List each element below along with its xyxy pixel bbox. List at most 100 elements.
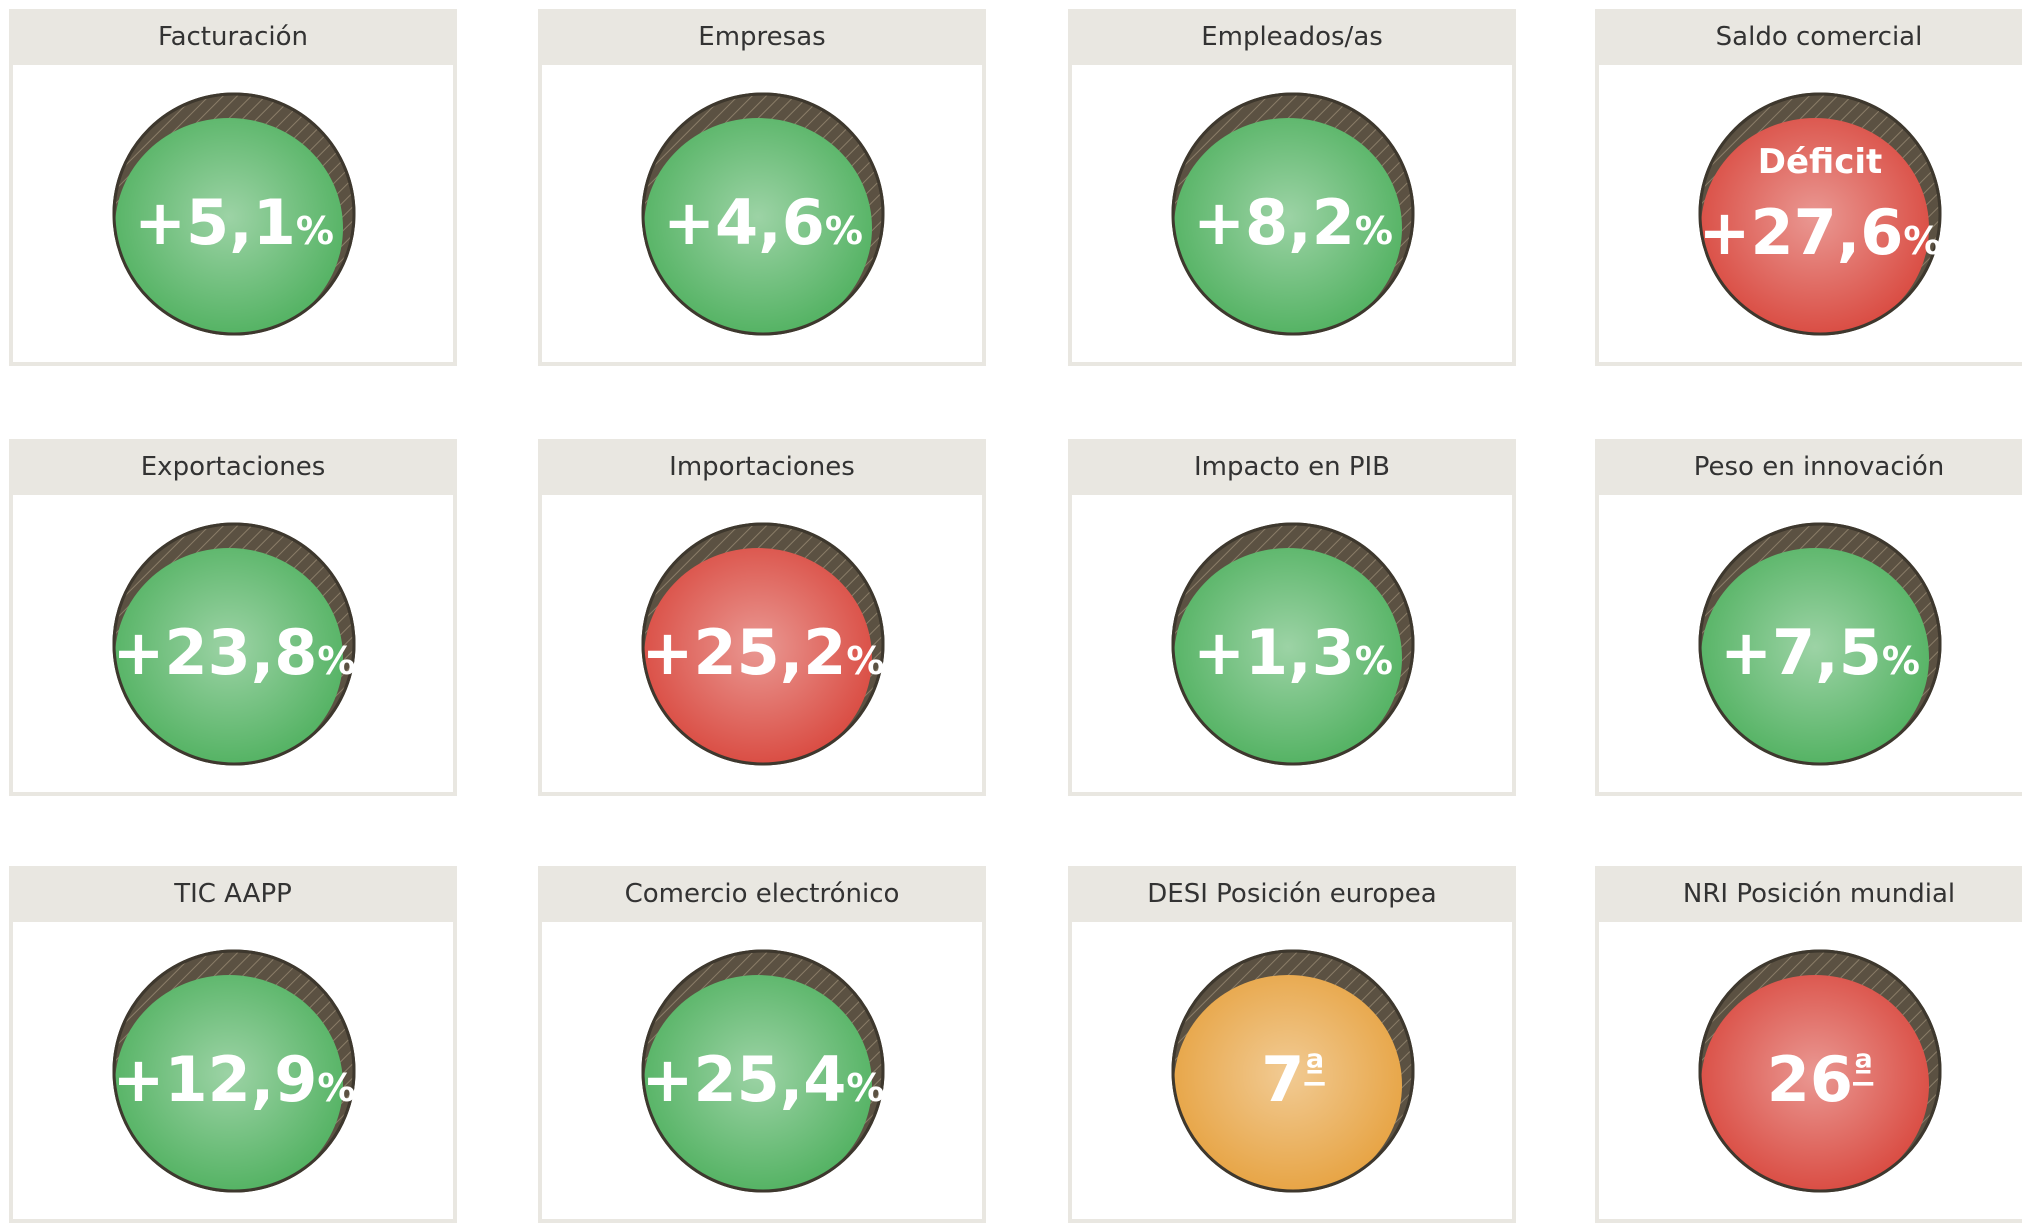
unit: % (1355, 639, 1393, 683)
sphere-shine (1174, 975, 1402, 1191)
ordinal: ª (1853, 1048, 1873, 1089)
value-text: +27,6% (1699, 196, 1942, 269)
sphere-shine (1174, 118, 1402, 334)
value: +12,9 (113, 1043, 318, 1116)
sphere (1174, 975, 1402, 1191)
indicator: +4,6% (641, 92, 885, 336)
sphere-shine (1701, 118, 1929, 334)
sphere-shine (115, 118, 343, 334)
indicator: +5,1% (112, 92, 356, 336)
sphere (644, 975, 872, 1191)
sphere-shine (1701, 548, 1929, 764)
unit: % (1903, 219, 1941, 263)
value-text: 26ª (1767, 1043, 1874, 1116)
rim (1171, 522, 1415, 766)
value: +1,3 (1193, 616, 1355, 689)
card-title: Impacto en PIB (1068, 439, 1516, 495)
value: +23,8 (113, 616, 318, 689)
card-title: Facturación (9, 9, 457, 65)
sphere (1701, 118, 1929, 334)
unit: % (317, 1066, 355, 1110)
indicator: +1,3% (1171, 522, 1415, 766)
card-title: TIC AAPP (9, 866, 457, 922)
value: 26 (1767, 1043, 1853, 1116)
kpi-card: Importaciones +25,2% (538, 439, 986, 796)
sphere-shine (1701, 975, 1929, 1191)
sphere-shine (115, 548, 343, 764)
unit: % (846, 639, 884, 683)
card-title: DESI Posición europea (1068, 866, 1516, 922)
sphere (115, 548, 343, 764)
sphere-shine (115, 975, 343, 1191)
rim (1171, 949, 1415, 1193)
kpi-card: Peso en innovación +7,5% (1595, 439, 2022, 796)
ordinal: ª (1304, 1048, 1324, 1089)
sphere (1174, 118, 1402, 334)
indicator: 26ª (1698, 949, 1942, 1193)
value-text: +1,3% (1193, 616, 1393, 689)
indicator: +23,8% (112, 522, 356, 766)
sphere-shine (1174, 548, 1402, 764)
value: +7,5 (1720, 616, 1882, 689)
rim (112, 949, 356, 1193)
kpi-card: NRI Posición mundial 26ª (1595, 866, 2022, 1223)
unit: % (825, 209, 863, 253)
value: +4,6 (663, 186, 825, 259)
value: +8,2 (1193, 186, 1355, 259)
card-title: Importaciones (538, 439, 986, 495)
value: +27,6 (1699, 196, 1904, 269)
sphere-shine (644, 548, 872, 764)
indicator: +25,4% (641, 949, 885, 1193)
rim (641, 949, 885, 1193)
value-text: +4,6% (663, 186, 863, 259)
value: 7 (1261, 1043, 1304, 1116)
sphere-shine (644, 975, 872, 1191)
unit: % (317, 639, 355, 683)
card-title: Empresas (538, 9, 986, 65)
kpi-card: Impacto en PIB +1,3% (1068, 439, 1516, 796)
indicator: +12,9% (112, 949, 356, 1193)
kpi-card: Saldo comercial Déficit +27,6% (1595, 9, 2022, 366)
kpi-card: Exportaciones +23,8% (9, 439, 457, 796)
kpi-card: Empleados/as +8,2% (1068, 9, 1516, 366)
sphere (1701, 548, 1929, 764)
value-text: +12,9% (113, 1043, 356, 1116)
indicator: Déficit +27,6% (1698, 92, 1942, 336)
value: +25,4 (642, 1043, 847, 1116)
sphere (115, 118, 343, 334)
value: +25,2 (642, 616, 847, 689)
indicator: 7ª (1171, 949, 1415, 1193)
value: +5,1 (134, 186, 296, 259)
kpi-card: TIC AAPP +12,9% (9, 866, 457, 1223)
unit: % (1882, 639, 1920, 683)
value-text: +7,5% (1720, 616, 1920, 689)
value-text: +5,1% (134, 186, 334, 259)
sphere (1701, 975, 1929, 1191)
rim (641, 92, 885, 336)
rim (1698, 92, 1942, 336)
kpi-card: DESI Posición europea 7ª (1068, 866, 1516, 1223)
sphere-shine (644, 118, 872, 334)
kpi-card: Comercio electrónico +25,4% (538, 866, 986, 1223)
card-title: Empleados/as (1068, 9, 1516, 65)
value-text: 7ª (1261, 1043, 1324, 1116)
kpi-card: Facturación +5,1% (9, 9, 457, 366)
sphere (1174, 548, 1402, 764)
card-title: NRI Posición mundial (1595, 866, 2022, 922)
rim (1171, 92, 1415, 336)
kpi-card: Empresas +4,6% (538, 9, 986, 366)
indicator: +7,5% (1698, 522, 1942, 766)
indicator: +8,2% (1171, 92, 1415, 336)
sphere (644, 548, 872, 764)
card-title: Comercio electrónico (538, 866, 986, 922)
unit: % (846, 1066, 884, 1110)
value-text: +23,8% (113, 616, 356, 689)
unit: % (1355, 209, 1393, 253)
card-title: Peso en innovación (1595, 439, 2022, 495)
card-title: Exportaciones (9, 439, 457, 495)
rim (112, 522, 356, 766)
rim (641, 522, 885, 766)
sphere (644, 118, 872, 334)
value-text: +25,2% (642, 616, 885, 689)
